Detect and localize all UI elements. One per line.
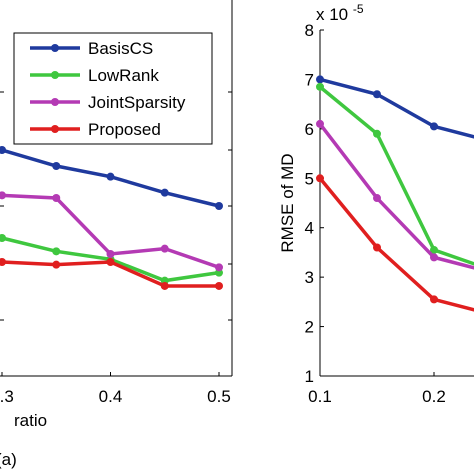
right-series-line-jointsparsity [318,122,474,270]
left-series [0,146,223,290]
right-x-tick-label: 0.2 [422,387,446,406]
legend-marker-jointsparsity [51,98,59,106]
panel-label: (a) [0,450,17,469]
exponent-base: x 10 [316,5,348,24]
right-y-tick-label: 2 [305,318,314,337]
left-data-point-proposed [160,281,169,290]
legend-marker-basiscs [51,44,59,52]
right-data-point-jointsparsity [430,253,438,262]
right-y-tick-label: 1 [305,367,314,386]
left-data-point-proposed [106,257,115,266]
right-series-line-basiscs [319,77,474,139]
left-data-point-basiscs [106,172,115,181]
right-data-point-proposed [316,174,324,183]
right-x-ticks: 0.1 0.2 [308,372,446,406]
left-data-point-jointsparsity [0,191,6,200]
right-data-point-jointsparsity [316,119,324,128]
legend-label-proposed: Proposed [88,120,161,139]
left-data-point-basiscs [0,146,6,155]
right-series [316,75,474,312]
left-data-point-proposed [215,281,223,290]
left-data-point-jointsparsity [106,249,115,258]
left-x-tick-label: 0.3 [0,387,14,406]
left-data-point-lowrank [52,247,61,256]
right-data-point-lowrank [373,129,381,138]
left-data-point-basiscs [215,202,223,210]
legend-label-lowrank: LowRank [88,66,159,85]
left-data-point-lowrank [0,233,6,242]
legend-marker-proposed [51,125,59,133]
legend-label-basiscs: BasisCS [88,39,153,58]
right-data-point-basiscs [316,75,324,84]
left-x-tick-label: 0.4 [99,387,123,406]
left-data-point-proposed [0,257,6,266]
legend-label-jointsparsity: JointSparsity [88,93,186,112]
right-data-point-proposed [430,295,438,304]
left-x-axis-label: ratio [14,411,47,430]
right-y-tick-label: 3 [305,268,314,287]
right-x-tick-label: 0.1 [308,387,332,406]
right-axes: 1 2 3 4 5 6 7 8 0.1 0.2 RMSE of MD x 10 -5 [278,2,474,406]
right-series-line-proposed [318,177,474,312]
legend-box [13,32,213,145]
left-x-ticks: 0.3 0.4 0.5 [0,372,231,406]
right-data-point-basiscs [373,90,381,99]
left-axes: 0.3 0.4 0.5 ratio (a) [0,0,233,469]
right-data-point-lowrank [316,82,324,91]
left-data-point-basiscs [52,162,61,171]
legend-items: BasisCS LowRank JointSparsity Proposed [30,39,186,139]
left-data-point-jointsparsity [215,263,223,272]
left-data-point-jointsparsity [52,194,61,203]
right-data-point-lowrank [430,245,438,254]
exponent-power: -5 [353,2,364,16]
right-y-tick-label: 8 [305,21,314,40]
right-series-line-lowrank [318,85,474,266]
right-y-ticks: 1 2 3 4 5 6 7 8 [305,21,324,386]
left-x-tick-label: 0.5 [207,387,231,406]
right-y-tick-label: 4 [305,219,314,238]
left-data-point-jointsparsity [160,244,169,253]
right-y-tick-label: 5 [305,169,314,188]
right-data-point-jointsparsity [373,194,381,203]
right-data-point-basiscs [430,122,438,131]
left-data-point-basiscs [160,188,169,197]
right-y-tick-label: 7 [305,70,314,89]
right-y-axis-label: RMSE of MD [278,153,297,252]
legend: BasisCS LowRank JointSparsity Proposed [13,32,213,145]
exponent-label: x 10 -5 [316,2,364,24]
left-data-point-proposed [52,260,61,269]
legend-marker-lowrank [51,71,59,79]
right-data-point-proposed [373,243,381,252]
right-y-tick-label: 6 [305,120,314,139]
